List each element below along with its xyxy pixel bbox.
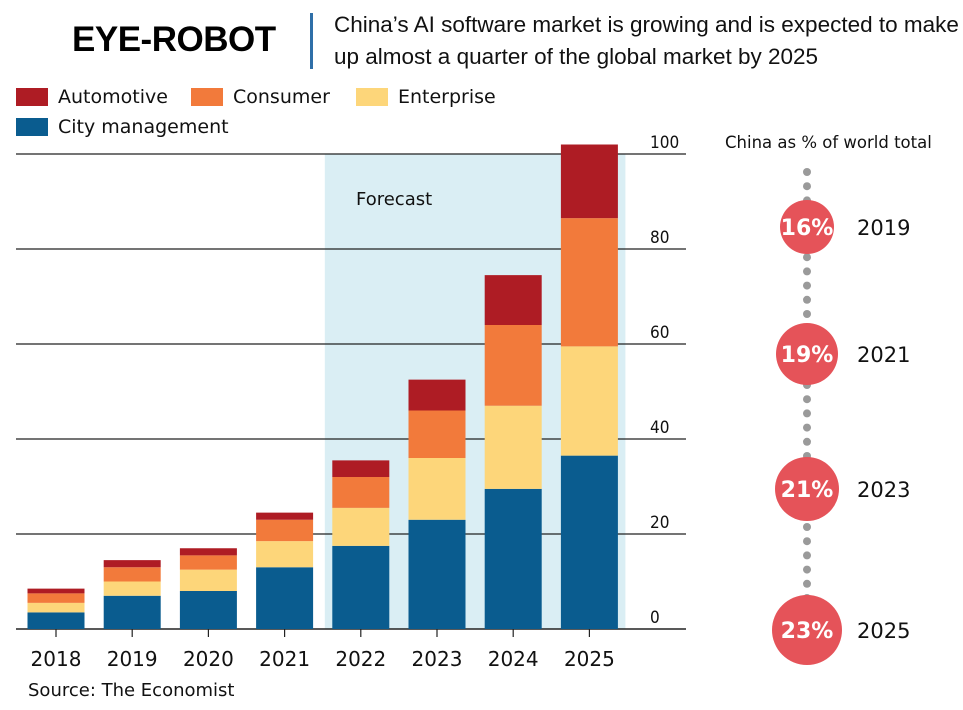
connector-dot — [803, 551, 811, 560]
share-value-2025: 23% — [781, 619, 834, 644]
connector-dot — [803, 437, 811, 446]
x-tick-label-2018: 2018 — [31, 647, 82, 671]
share-year-2019: 2019 — [857, 216, 910, 240]
bar-consumer-2021 — [256, 519, 314, 542]
share-bubble-2023 — [775, 457, 839, 521]
x-tick-label-2025: 2025 — [564, 647, 615, 671]
connector-dot — [803, 579, 811, 588]
x-tick-label-2024: 2024 — [488, 647, 539, 671]
connector-dot — [803, 565, 811, 574]
bar-enterprise-2018 — [27, 602, 85, 613]
bars — [27, 144, 618, 629]
bar-enterprise-2023 — [408, 458, 466, 520]
bar-enterprise-2020 — [179, 569, 237, 591]
headline: China’s AI software market is growing an… — [334, 12, 959, 69]
bar-automotive-2021 — [256, 512, 314, 520]
x-tick-label-2023: 2023 — [412, 647, 463, 671]
x-tick-label-2019: 2019 — [107, 647, 158, 671]
legend-item-consumer: Consumer — [191, 86, 330, 108]
share-value-2023: 21% — [781, 478, 834, 503]
legend-label-enterprise: Enterprise — [398, 86, 496, 108]
share-bubble-2019 — [780, 200, 834, 254]
legend-item-enterprise: Enterprise — [356, 86, 496, 108]
legend-swatch-enterprise — [356, 88, 388, 106]
bar-city-2020 — [179, 591, 237, 629]
x-tick-label-2022: 2022 — [335, 647, 386, 671]
y-tick-label-20: 20 — [650, 513, 669, 533]
bar-consumer-2023 — [408, 410, 466, 458]
connector-dot — [803, 253, 811, 262]
connector-dot — [803, 409, 811, 418]
bar-consumer-2018 — [27, 593, 85, 603]
bar-consumer-2020 — [179, 555, 237, 570]
bar-automotive-2023 — [408, 379, 466, 411]
bar-automotive-2024 — [484, 275, 542, 325]
bar-automotive-2018 — [27, 588, 85, 594]
y-tick-label-80: 80 — [650, 228, 669, 248]
legend-label-consumer: Consumer — [233, 86, 330, 108]
legend-label-city-management: City management — [58, 116, 229, 138]
side-panel-title: China as % of world total — [725, 133, 932, 152]
bar-city-2018 — [27, 612, 85, 629]
y-tick-label-100: 100 — [650, 133, 679, 153]
bar-automotive-2022 — [332, 460, 390, 477]
connector-dot — [803, 182, 811, 191]
x-axis-ticks: 2018 2019 2020 2021 2022 2023 2024 2025 — [31, 629, 615, 671]
source-note: Source: The Economist — [28, 680, 235, 701]
legend-swatch-consumer — [191, 88, 223, 106]
connector-dot — [803, 395, 811, 404]
bar-city-2023 — [408, 519, 466, 629]
bar-consumer-2022 — [332, 477, 390, 508]
bar-consumer-2025 — [560, 218, 618, 347]
connector-dot — [803, 310, 811, 318]
bar-automotive-2020 — [179, 548, 237, 556]
y-axis-ticks: 0 20 40 60 80 100 — [650, 133, 679, 628]
side-panel-items: 16% 2019 19% 2021 21% 2023 23% 2025 — [772, 200, 910, 665]
bar-enterprise-2019 — [103, 581, 161, 596]
connector-dot — [803, 295, 811, 304]
legend-item-automotive: Automotive — [16, 86, 168, 108]
y-tick-label-40: 40 — [650, 418, 669, 438]
x-tick-label-2021: 2021 — [259, 647, 310, 671]
bar-automotive-2019 — [103, 560, 161, 568]
share-year-2023: 2023 — [857, 478, 910, 502]
bar-city-2022 — [332, 545, 390, 629]
bar-enterprise-2022 — [332, 507, 390, 546]
share-bubble-2025 — [772, 595, 842, 665]
share-year-2025: 2025 — [857, 619, 910, 643]
bar-enterprise-2024 — [484, 405, 542, 489]
share-value-2021: 19% — [781, 343, 834, 368]
bar-city-2021 — [256, 567, 314, 629]
brand-title: EYE-ROBOT — [72, 20, 276, 59]
legend-item-city-management: City management — [16, 116, 229, 138]
bar-consumer-2019 — [103, 567, 161, 582]
bar-city-2024 — [484, 488, 542, 629]
share-year-2021: 2021 — [857, 343, 910, 367]
y-tick-label-0: 0 — [650, 608, 660, 628]
bar-city-2019 — [103, 595, 161, 629]
legend-label-automotive: Automotive — [58, 86, 168, 108]
connector-dot — [803, 523, 811, 531]
connector-dot — [803, 281, 811, 290]
y-tick-label-60: 60 — [650, 323, 669, 343]
share-value-2019: 16% — [781, 216, 834, 241]
bar-city-2025 — [560, 455, 618, 629]
title-divider — [310, 13, 313, 69]
side-panel: China as % of world total 16% 2019 19% 2021… — [725, 133, 932, 665]
forecast-label: Forecast — [356, 189, 432, 210]
bar-automotive-2025 — [560, 144, 618, 219]
connector-dot — [803, 168, 811, 176]
bar-enterprise-2025 — [560, 346, 618, 456]
connector-dot — [803, 267, 811, 276]
bar-enterprise-2021 — [256, 541, 314, 568]
x-tick-label-2020: 2020 — [183, 647, 234, 671]
legend-swatch-automotive — [16, 88, 48, 106]
connector-dot — [803, 423, 811, 432]
connector-dot — [803, 537, 811, 546]
bar-consumer-2024 — [484, 325, 542, 406]
share-bubble-2021 — [776, 323, 838, 385]
legend-swatch-city-management — [16, 118, 48, 136]
